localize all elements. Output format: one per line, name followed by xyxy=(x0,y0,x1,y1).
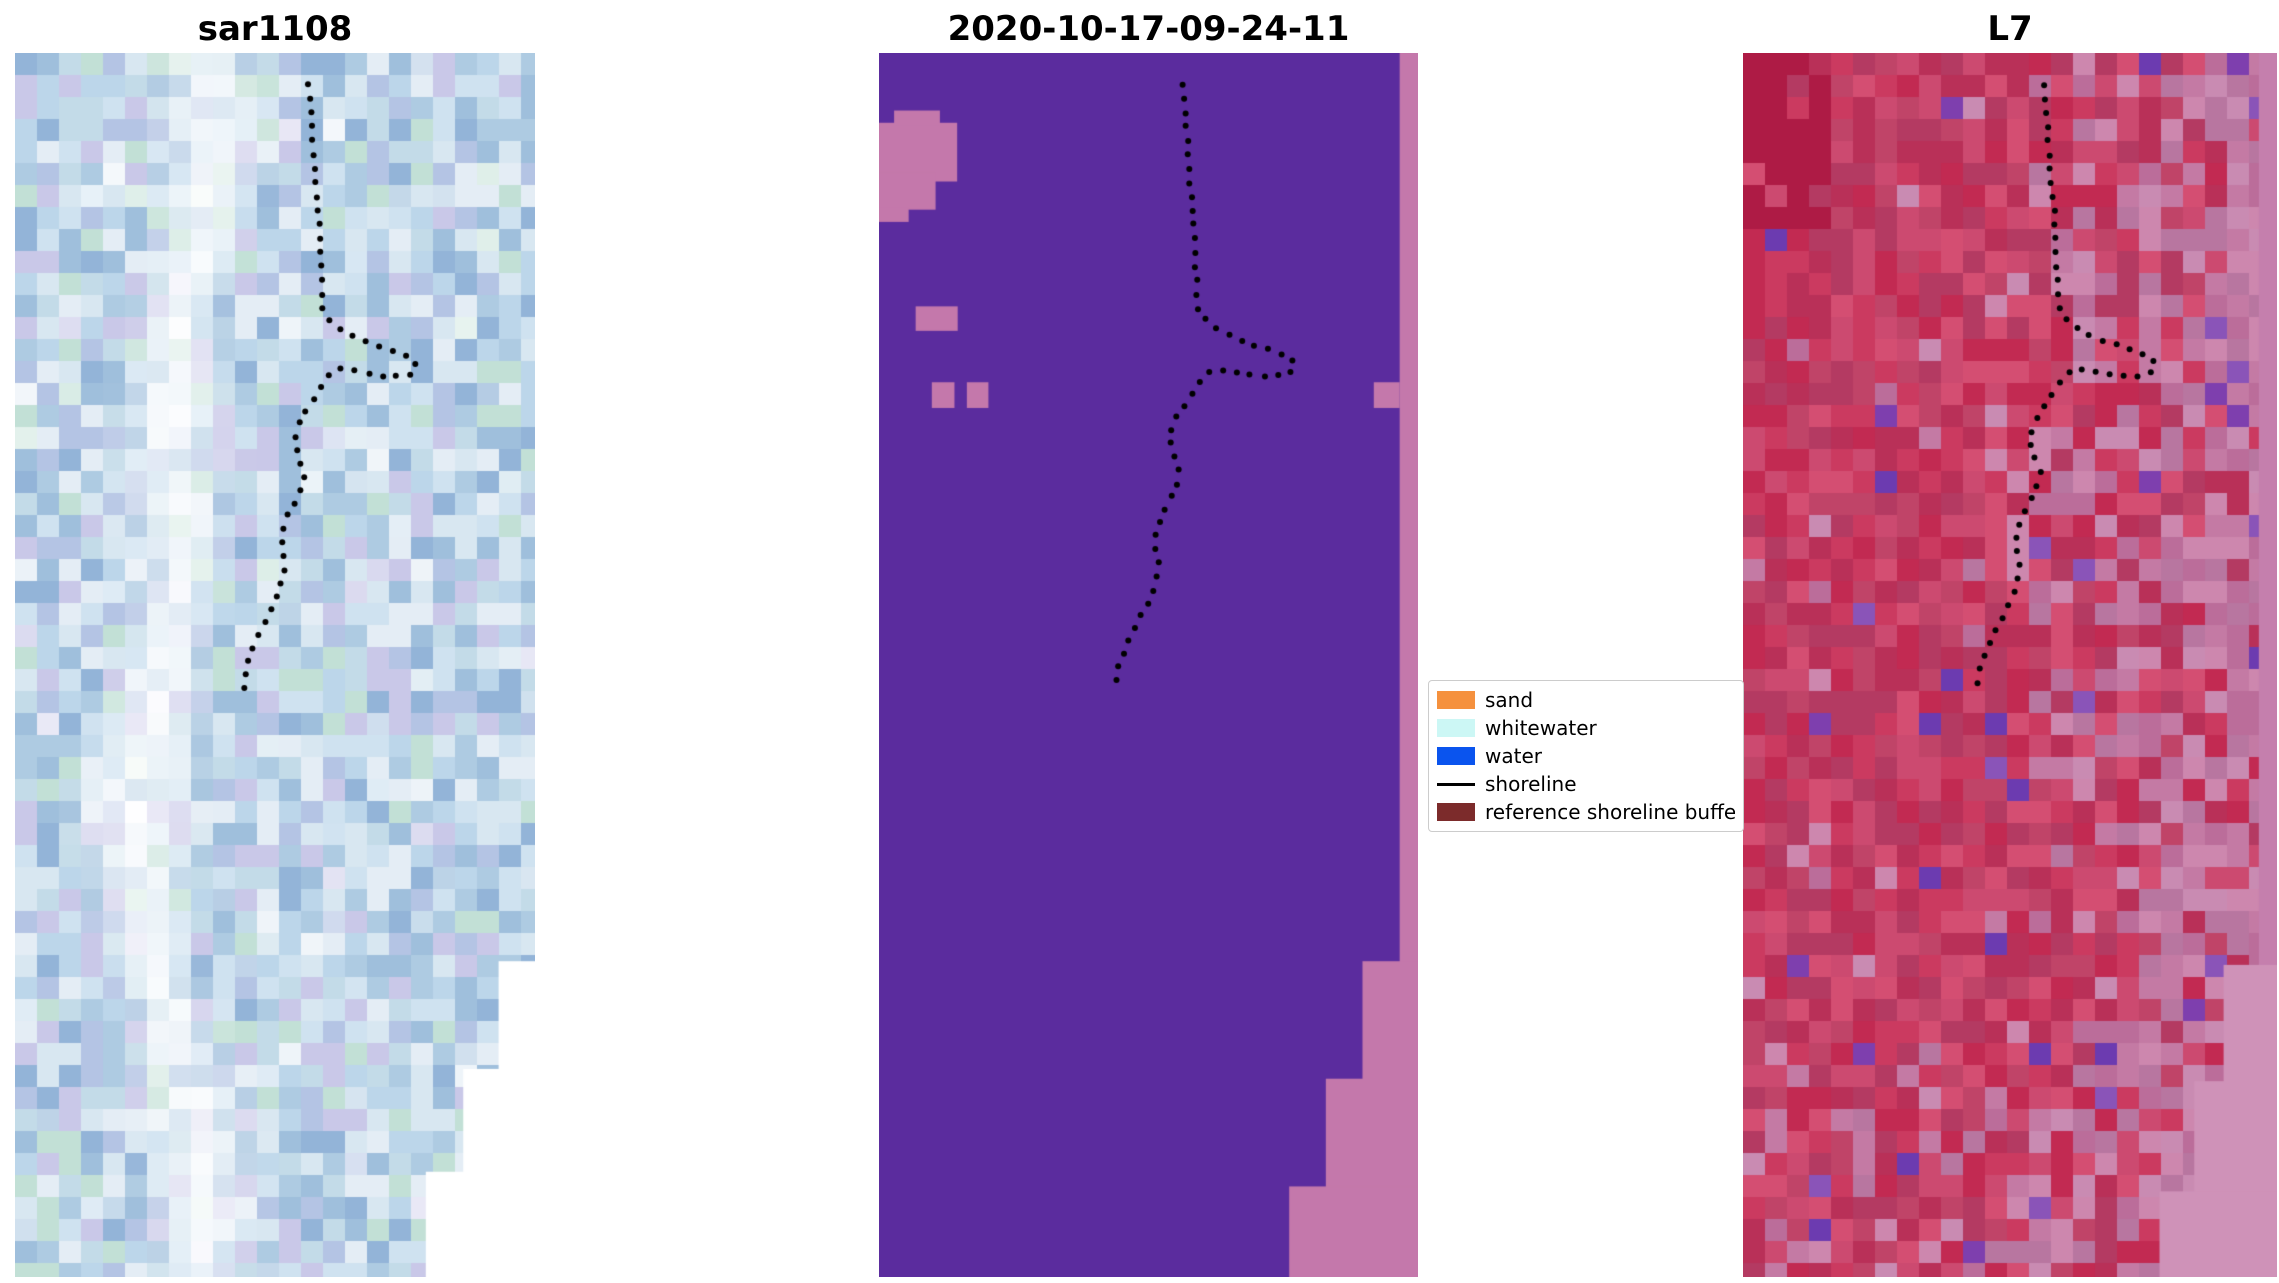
panel-title-l7: L7 xyxy=(1987,9,2033,49)
reference-buffer-swatch xyxy=(1437,803,1475,821)
legend-label-water: water xyxy=(1485,744,1542,768)
legend-item-reference-shoreline-buffer: reference shoreline buffer xyxy=(1437,798,1735,826)
legend-label-whitewater: whitewater xyxy=(1485,716,1597,740)
legend-item-shoreline: shoreline xyxy=(1437,770,1735,798)
legend-label-sand: sand xyxy=(1485,688,1534,712)
legend-item-whitewater: whitewater xyxy=(1437,714,1735,742)
classification-image-panel xyxy=(879,53,1418,1277)
water-swatch xyxy=(1437,747,1475,765)
l7-image-panel xyxy=(1743,53,2277,1277)
legend-label-shoreline: shoreline xyxy=(1485,772,1577,796)
whitewater-swatch xyxy=(1437,719,1475,737)
panel-title-datetime: 2020-10-17-09-24-11 xyxy=(947,9,1350,49)
legend-item-water: water xyxy=(1437,742,1735,770)
panel-title-sar1108: sar1108 xyxy=(197,9,353,49)
legend: sand whitewater water shoreline referenc… xyxy=(1428,680,1744,832)
sar-image-panel xyxy=(15,53,535,1277)
sand-swatch xyxy=(1437,691,1475,709)
legend-item-sand: sand xyxy=(1437,686,1735,714)
shoreline-line-swatch xyxy=(1437,782,1475,786)
legend-label-reference-shoreline-buffer: reference shoreline buffer xyxy=(1485,800,1735,824)
